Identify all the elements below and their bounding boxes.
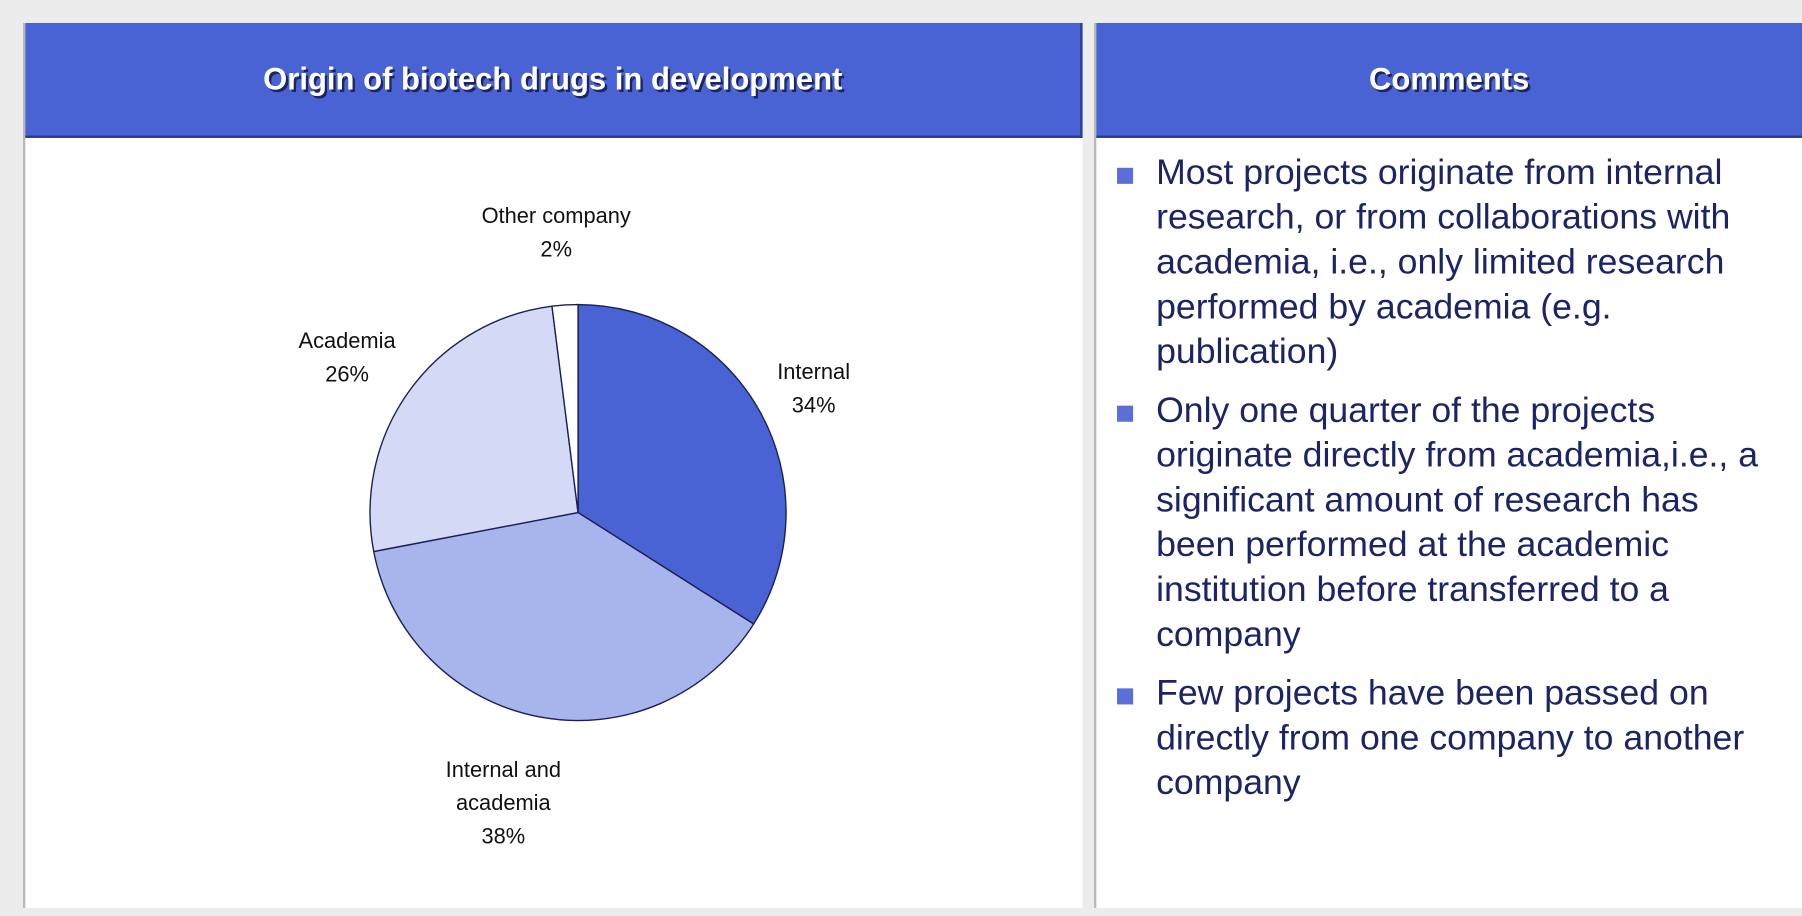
pie-slice: [577, 303, 787, 625]
slice-value: 34%: [791, 394, 836, 419]
slice-label: Other company 2%: [441, 200, 671, 267]
comments-panel: Comments Most projects originate from in…: [1094, 22, 1802, 908]
slice-label: Academia 26%: [255, 325, 439, 392]
slice-name: Internal and academia: [445, 758, 562, 816]
pie-chart: [369, 303, 787, 722]
pie-slice: [369, 305, 579, 553]
pie-slice: [372, 511, 755, 722]
slice-name: Other company: [481, 204, 631, 229]
comment-list: Most projects originate from internal re…: [1117, 149, 1784, 818]
comment-item: Only one quarter of the projects origina…: [1117, 387, 1784, 656]
slice-label: Internal 34%: [745, 356, 883, 423]
slice-value: 38%: [481, 825, 526, 850]
comment-item: Few projects have been passed on directl…: [1117, 670, 1784, 804]
slice-value: 26%: [325, 363, 369, 388]
comments-title: Comments: [1096, 22, 1802, 138]
pie-slice: [551, 303, 579, 513]
slice-name: Academia: [298, 329, 396, 354]
chart-title: Origin of biotech drugs in development: [25, 22, 1083, 138]
slice-label: Internal and academia 38%: [429, 754, 578, 854]
slice-name: Internal: [777, 360, 851, 385]
slice-value: 2%: [540, 237, 572, 263]
chart-panel: Origin of biotech drugs in development I…: [22, 22, 1083, 908]
comment-item: Most projects originate from internal re…: [1117, 149, 1784, 373]
